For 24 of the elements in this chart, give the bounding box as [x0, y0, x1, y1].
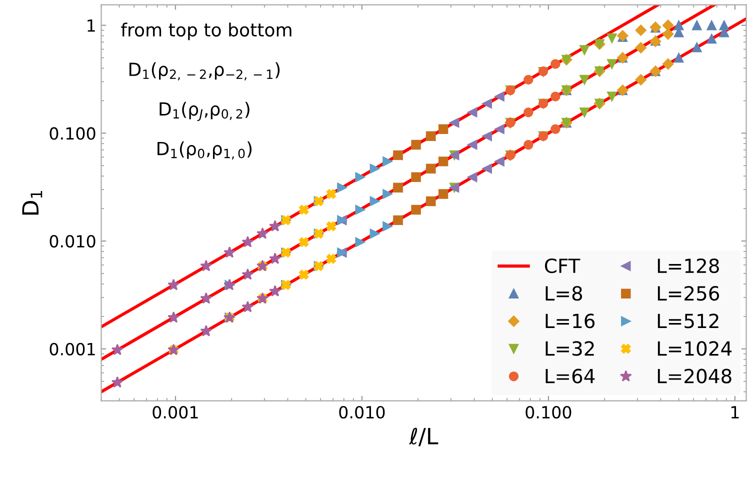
legend-label: L=2048: [658, 368, 732, 384]
legend-label: L=16: [546, 314, 595, 328]
y-tick-label: 0.001: [50, 342, 95, 356]
y-tick-label: 1: [88, 20, 95, 32]
y-tick-label: 0.100: [50, 127, 96, 140]
annotation: D$_{1}$(ρ$_{J}$,ρ$_{0,2}$): [160, 102, 250, 122]
x-axis-title: ℓ/L: [408, 428, 438, 446]
x-tick-label: 0.100: [526, 406, 572, 419]
legend-label: L=32: [546, 341, 594, 356]
legend-label: L=1024: [658, 341, 732, 356]
y-axis-title: D$_{1}$: [22, 191, 42, 215]
legend-label: L=8: [546, 286, 582, 301]
legend-label: L=512: [658, 314, 718, 328]
legend-label: CFT: [544, 258, 580, 274]
annotation: D$_{1}$(ρ$_{2,−2}$,ρ$_{−2,−1}$): [129, 62, 280, 80]
legend-label: L=256: [658, 286, 720, 301]
annotation: from top to bottom: [121, 22, 292, 40]
x-tick-label: 1: [731, 406, 739, 418]
x-tick-label: 0.001: [152, 406, 198, 419]
legend-label: L=64: [546, 368, 595, 384]
x-tick-label: 0.010: [339, 406, 385, 419]
annotation: D$_{1}$(ρ$_{0}$,ρ$_{1,0}$): [158, 141, 252, 160]
legend-label: L=128: [658, 258, 719, 274]
y-tick-label: 0.010: [50, 234, 96, 248]
